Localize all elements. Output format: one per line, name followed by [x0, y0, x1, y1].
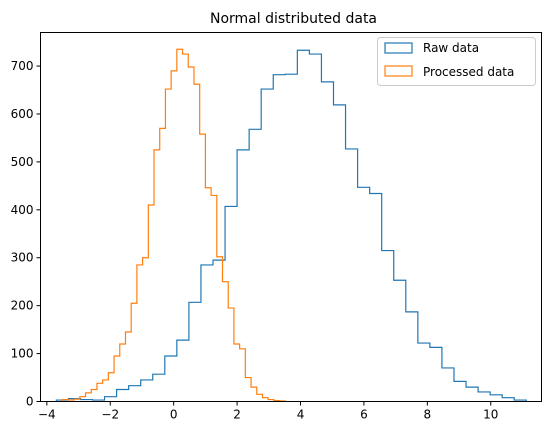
histogram-series-processed-data — [63, 49, 286, 401]
y-tick-label: 600 — [11, 107, 34, 121]
x-tick-label: 0 — [170, 408, 178, 422]
legend: Raw data Processed data — [378, 38, 536, 86]
x-tick-label: −4 — [38, 408, 56, 422]
y-tick-label: 200 — [11, 299, 34, 313]
legend-label-processed-data: Processed data — [423, 65, 514, 79]
x-axis: −4 −2 0 2 4 6 8 10 — [38, 402, 498, 422]
y-tick-label: 0 — [26, 395, 34, 409]
x-tick-label: 2 — [233, 408, 241, 422]
histogram-series-raw-data — [56, 50, 526, 401]
x-tick-label: −2 — [101, 408, 119, 422]
y-tick-label: 700 — [11, 59, 34, 73]
y-tick-label: 300 — [11, 251, 34, 265]
x-tick-label: 10 — [483, 408, 498, 422]
plot-area — [56, 49, 526, 401]
y-axis: 0 100 200 300 400 500 600 700 — [11, 59, 41, 408]
x-tick-label: 6 — [360, 408, 368, 422]
x-tick-label: 8 — [424, 408, 432, 422]
y-tick-label: 400 — [11, 203, 34, 217]
x-tick-label: 4 — [297, 408, 305, 422]
y-tick-label: 100 — [11, 347, 34, 361]
axes-frame — [41, 33, 542, 402]
y-tick-label: 500 — [11, 155, 34, 169]
legend-label-raw-data: Raw data — [423, 41, 479, 55]
chart-title: Normal distributed data — [210, 11, 377, 27]
